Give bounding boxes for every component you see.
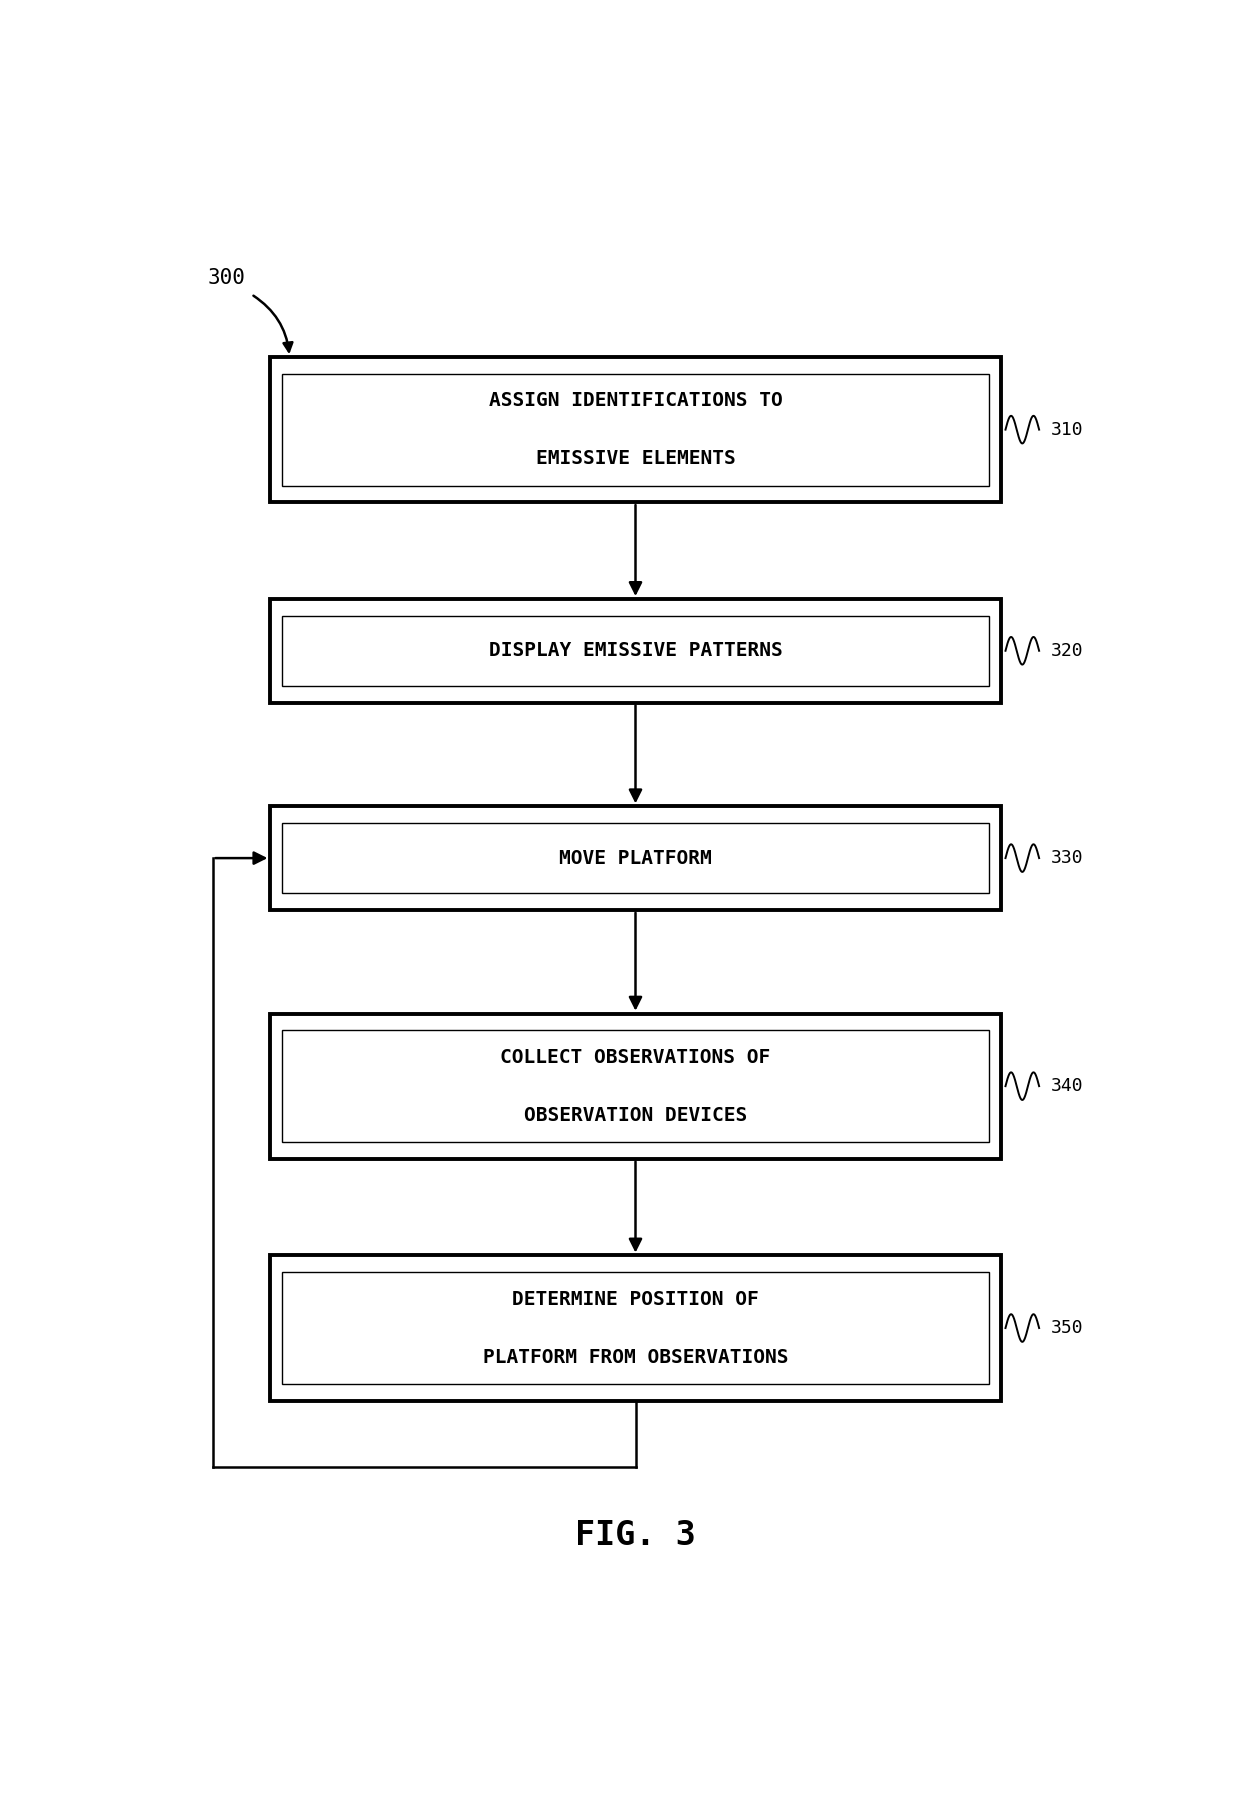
Bar bbox=[270, 1255, 1001, 1400]
Bar bbox=[270, 806, 1001, 910]
Bar bbox=[281, 373, 990, 486]
Text: MOVE PLATFORM: MOVE PLATFORM bbox=[559, 849, 712, 867]
Text: 300: 300 bbox=[208, 267, 246, 287]
Text: PLATFORM FROM OBSERVATIONS: PLATFORM FROM OBSERVATIONS bbox=[482, 1348, 789, 1366]
Text: ASSIGN IDENTIFICATIONS TO: ASSIGN IDENTIFICATIONS TO bbox=[489, 391, 782, 409]
Bar bbox=[281, 1273, 990, 1384]
Text: 310: 310 bbox=[1050, 420, 1084, 438]
Text: FIG. 3: FIG. 3 bbox=[575, 1519, 696, 1553]
Text: 350: 350 bbox=[1050, 1319, 1084, 1337]
Bar bbox=[270, 1014, 1001, 1160]
Text: DETERMINE POSITION OF: DETERMINE POSITION OF bbox=[512, 1289, 759, 1309]
Text: DISPLAY EMISSIVE PATTERNS: DISPLAY EMISSIVE PATTERNS bbox=[489, 641, 782, 661]
Bar bbox=[270, 357, 1001, 503]
Text: 330: 330 bbox=[1050, 849, 1084, 867]
Text: 340: 340 bbox=[1050, 1077, 1084, 1095]
Bar bbox=[281, 616, 990, 686]
Bar bbox=[281, 822, 990, 894]
Text: COLLECT OBSERVATIONS OF: COLLECT OBSERVATIONS OF bbox=[501, 1048, 770, 1066]
Text: OBSERVATION DEVICES: OBSERVATION DEVICES bbox=[523, 1106, 748, 1125]
Text: 320: 320 bbox=[1050, 643, 1084, 661]
Text: EMISSIVE ELEMENTS: EMISSIVE ELEMENTS bbox=[536, 449, 735, 468]
Bar bbox=[281, 1030, 990, 1142]
Bar bbox=[270, 600, 1001, 702]
